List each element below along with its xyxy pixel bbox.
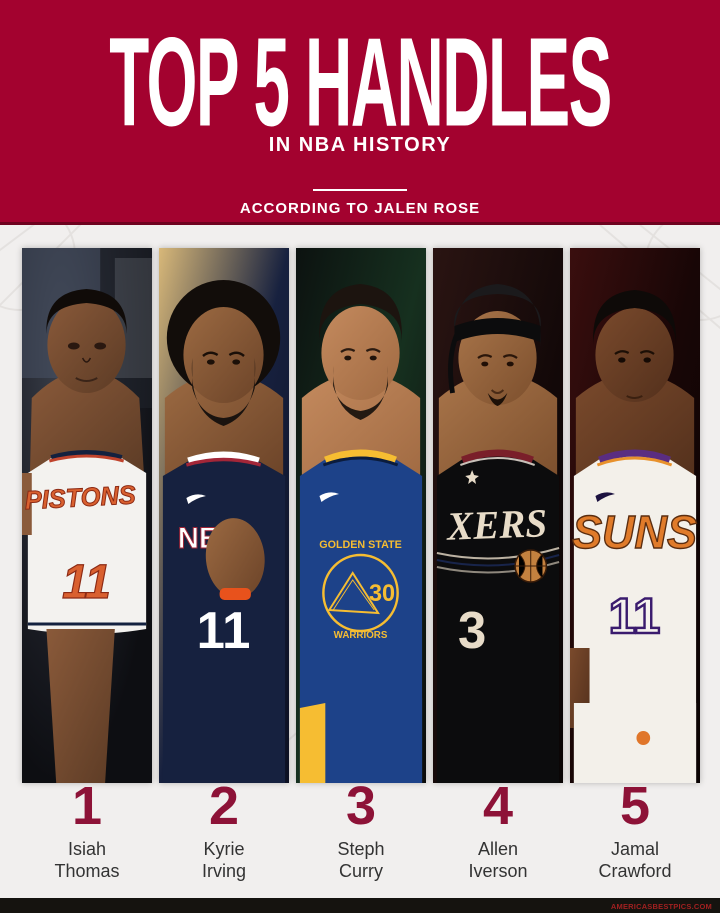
svg-text:11: 11: [62, 556, 111, 610]
svg-text:11: 11: [609, 589, 661, 645]
svg-text:11: 11: [197, 600, 251, 659]
svg-text:30: 30: [369, 581, 395, 607]
svg-text:XERS: XERS: [445, 501, 547, 549]
svg-text:WARRIORS: WARRIORS: [334, 630, 388, 641]
svg-text:3: 3: [458, 600, 486, 659]
svg-text:PISTONS: PISTONS: [24, 481, 136, 515]
svg-text:GOLDEN STATE: GOLDEN STATE: [319, 539, 402, 551]
svg-text:SUNS: SUNS: [572, 507, 697, 559]
